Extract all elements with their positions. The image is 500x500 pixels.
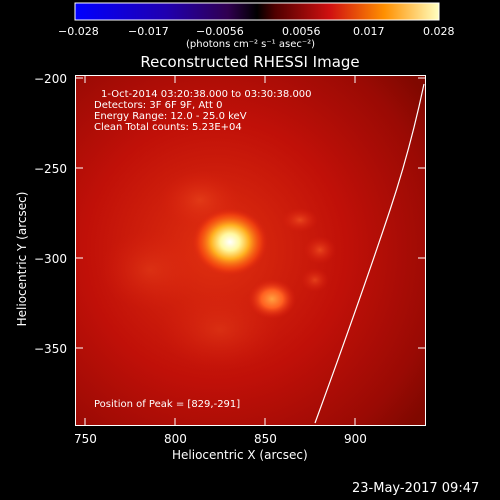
time-range: 1-Oct-2014 03:20:38.000 to 03:30:38.000 [101,89,312,100]
timestamp: 23-May-2017 09:47 [352,481,480,496]
y-tick-label: −250 [34,162,67,176]
y-tick-label: −300 [34,252,67,266]
colorbar-units: (photons cm⁻² s⁻¹ asec⁻²) [186,39,316,50]
colorbar-tick: −0.017 [128,25,169,38]
peak-position: Position of Peak = [829,-291] [94,399,241,410]
colorbar-tick: 0.017 [353,25,385,38]
y-axis-label: Heliocentric Y (arcsec) [15,191,29,327]
colorbar-tick: 0.0056 [282,25,321,38]
rhessi-image [76,76,425,425]
x-tick-label: 850 [254,432,277,446]
main-source [192,208,268,276]
x-axis-label: Heliocentric X (arcsec) [172,448,308,462]
colorbar-tick: 0.028 [423,25,455,38]
x-ticks [84,76,356,425]
plot-frame [75,75,426,426]
x-tick-label: 750 [74,432,97,446]
colorbar [74,2,440,21]
y-tick-label: −200 [34,72,67,86]
x-tick-label: 800 [164,432,187,446]
detectors: Detectors: 3F 6F 9F, Att 0 [94,100,223,111]
solar-limb [314,83,425,424]
colorbar-tick: −0.0056 [196,25,244,38]
energy-range: Energy Range: 12.0 - 25.0 keV [94,111,247,122]
secondary-source [248,279,296,319]
colorbar-tick: −0.028 [58,25,99,38]
clean-counts: Clean Total counts: 5.23E+04 [94,122,242,133]
y-ticks [76,77,425,349]
y-tick-label: −350 [34,342,67,356]
plot-title: Reconstructed RHESSI Image [140,53,360,71]
x-tick-label: 900 [344,432,367,446]
